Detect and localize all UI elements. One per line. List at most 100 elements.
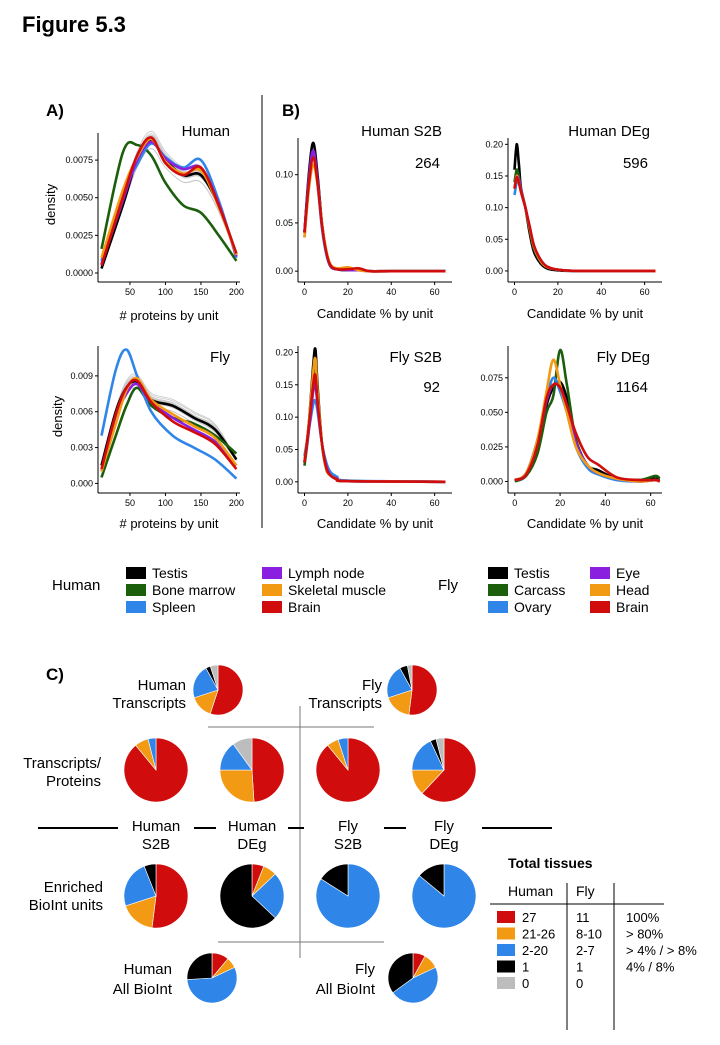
y-axis-label: density: [50, 395, 65, 437]
x-axis-label: Candidate % by unit: [317, 306, 434, 321]
series-line-brain: [303, 155, 446, 273]
y-tick-label: 0.009: [70, 371, 93, 381]
legend-swatch-brain: [590, 601, 610, 613]
y-tick-label: 0.000: [70, 478, 93, 488]
x-tick-label: 0: [512, 287, 517, 297]
pie-slice-27: [421, 737, 477, 803]
table-cell-fly: 2-7: [576, 943, 595, 958]
table-cell-fly: 1: [576, 960, 583, 975]
pie-human-transcripts: [192, 664, 244, 716]
pie-en-human-deg: [219, 863, 285, 929]
panel-c-labels: HumanTranscriptsFlyTranscriptsTranscript…: [23, 677, 458, 998]
y-tick-label: 0.15: [275, 380, 293, 390]
x-tick-label: 20: [343, 287, 353, 297]
table-cell-fly: 8-10: [576, 927, 602, 942]
table-header-fly: Fly: [576, 883, 595, 899]
pie-slice-1: [418, 863, 445, 897]
series-line-brain: [100, 136, 238, 266]
series-line-bone-marrow: [513, 168, 656, 273]
legend-fly-title: Fly: [438, 577, 458, 594]
pie-label: All BioInt: [113, 981, 173, 998]
series-line-brain: [514, 382, 661, 483]
legend-label: Brain: [288, 599, 321, 615]
x-axis-label: Candidate % by unit: [527, 306, 644, 321]
legend-swatch-bone-marrow: [126, 584, 146, 596]
legend-swatch-skeletal-muscle: [262, 584, 282, 596]
y-tick-label: 0.0000: [65, 268, 93, 278]
y-tick-label: 0.0075: [65, 155, 93, 165]
y-tick-label: 0.10: [275, 412, 293, 422]
pie-slice-27: [408, 664, 438, 716]
column-header: S2B: [142, 836, 170, 853]
x-tick-label: 50: [125, 498, 135, 508]
pie-slice-2-20: [251, 873, 285, 919]
y-tick-label: 0.003: [70, 443, 93, 453]
y-tick-label: 0.05: [275, 444, 293, 454]
pie-slice-0: [232, 737, 253, 771]
pie-slice-0: [406, 664, 413, 691]
row-label: Proteins: [46, 773, 101, 790]
pie-charts: [123, 664, 477, 1004]
x-axis-label: # proteins by unit: [119, 516, 218, 531]
pie-label: Transcripts: [308, 695, 382, 712]
table-cell-fly: 0: [576, 976, 583, 991]
pie-en-fly-s2b: [315, 863, 381, 929]
column-header: DEg: [429, 836, 458, 853]
y-tick-label: 0.00: [275, 477, 293, 487]
x-tick-label: 50: [125, 287, 135, 297]
y-tick-label: 0.10: [275, 170, 293, 180]
legend-swatch-testis: [126, 567, 146, 579]
x-tick-label: 200: [229, 498, 244, 508]
series-line-carcass: [100, 386, 238, 478]
pie-en-human-s2b: [123, 863, 189, 929]
x-tick-label: 20: [553, 287, 563, 297]
legend-swatch-lymph-node: [262, 567, 282, 579]
chart-count: 264: [415, 155, 440, 172]
legend-human-title: Human: [52, 577, 100, 594]
pie-slice-2-20: [315, 863, 381, 929]
chart-fly-s2b: 0.00 0.05 0.10 0.15 0.20 0 20 40 60 Fly S2B 92 Cand…: [275, 346, 452, 531]
table-swatch: [497, 977, 515, 989]
x-tick-label: 20: [555, 498, 565, 508]
table-header-human: Human: [508, 883, 553, 899]
y-tick-label: 0.0050: [65, 193, 93, 203]
column-header: Human: [132, 818, 180, 835]
pie-label: Transcripts: [112, 695, 186, 712]
x-tick-label: 60: [430, 287, 440, 297]
y-tick-label: 0.00: [485, 266, 503, 276]
legend-swatch-brain: [262, 601, 282, 613]
panel-label-c: C): [46, 665, 64, 684]
pie-slice-27: [209, 664, 244, 716]
pie-slice-1: [186, 952, 213, 980]
figure-title: Figure 5.3: [22, 12, 126, 37]
x-tick-label: 200: [229, 287, 244, 297]
y-tick-label: 0.025: [480, 442, 503, 452]
x-tick-label: 40: [386, 498, 396, 508]
pie-human-all-bioint: [186, 952, 238, 1004]
chart-title: Human S2B: [361, 123, 442, 140]
y-axis-label: density: [43, 183, 58, 225]
pie-slice-1: [143, 863, 157, 897]
chart-title: Fly: [210, 349, 230, 366]
chart-human-density: 0.0000 0.0025 0.0050 0.0075 50 100 150 200 Human…: [43, 123, 244, 323]
y-tick-label: 0.05: [485, 234, 503, 244]
table-swatch: [497, 944, 515, 956]
pie-slice-2-20: [386, 667, 413, 699]
table-rows: 27 11 100%21-26 8-10 > 80%2-20 2-7 > 4% / > 8%…: [497, 910, 697, 991]
chart-human-s2b: 0.00 0.05 0.10 0 20 40 60 Human S2B 264 Candidate…: [275, 123, 452, 321]
x-tick-label: 0: [302, 287, 307, 297]
y-tick-label: 0.006: [70, 407, 93, 417]
table-cell-human: 27: [522, 910, 536, 925]
table-cell-pct: > 4% / > 8%: [626, 943, 697, 958]
table-cell-pct: > 80%: [626, 927, 664, 942]
pie-label: Human: [124, 961, 172, 978]
chart-title: Human DEg: [568, 123, 650, 140]
legend-swatch-spleen: [126, 601, 146, 613]
pie-fly-all-bioint: [387, 952, 439, 1004]
legend-label: Skeletal muscle: [288, 582, 386, 598]
x-tick-label: 0: [302, 498, 307, 508]
series-line-brain: [303, 372, 446, 484]
